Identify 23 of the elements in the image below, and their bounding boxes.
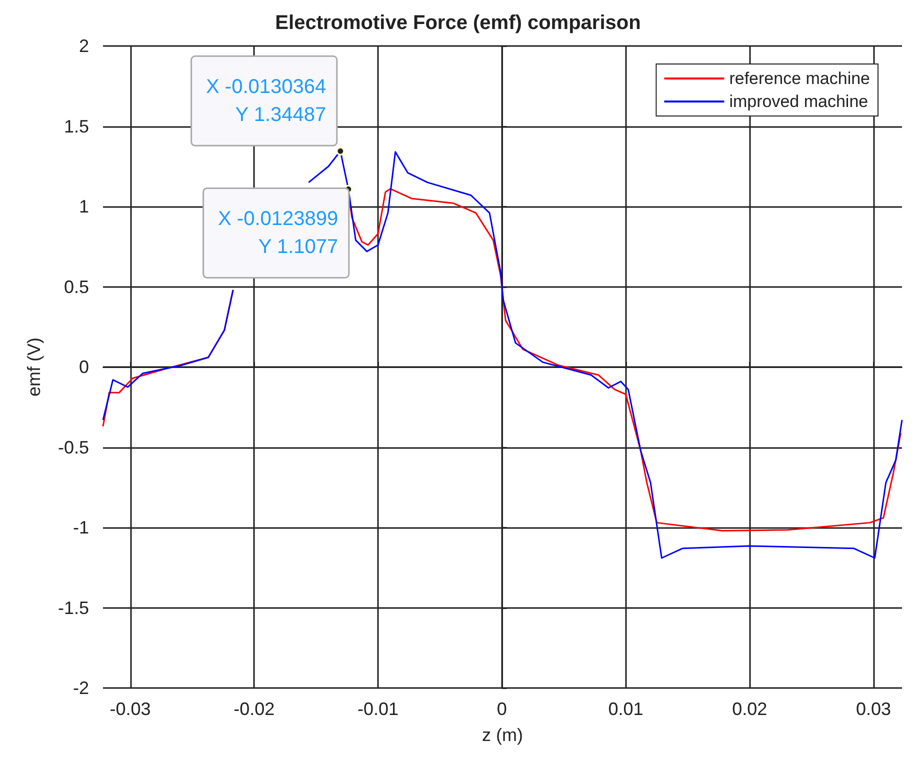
x-tick-label: 0.03 [856,699,892,719]
y-tick-label: 2 [78,36,89,56]
annotation: X -0.0123899 Y 1.1077 [218,208,338,258]
x-tick-label: -0.02 [234,699,275,719]
y-tick-label: 1.5 [64,116,89,136]
x-tick-label: 0 [496,699,507,719]
x-tick-label: 0.02 [732,699,768,719]
legend-label: improved machine [729,92,868,111]
annotation: X -0.0130364 Y 1.34487 [206,76,326,126]
y-tick-label: 0 [78,357,89,377]
x-tick-label: -0.01 [357,699,399,719]
x-tick-label: 0.01 [608,699,644,719]
x-tick-label: -0.03 [110,699,151,719]
y-tick-label: 0.5 [64,276,89,297]
y-tick-label: 1 [78,196,89,216]
y-tick-label: -2 [72,678,89,698]
y-axis-title: emf (V) [24,337,44,397]
legend-label: reference machine [729,69,870,88]
y-tick-label: -1.5 [58,598,89,618]
y-tick-label: -1 [72,518,89,538]
y-tick-label: -0.5 [58,437,89,458]
x-axis-title: z (m) [482,725,523,745]
chart-title: Electromotive Force (emf) comparison [275,12,641,34]
